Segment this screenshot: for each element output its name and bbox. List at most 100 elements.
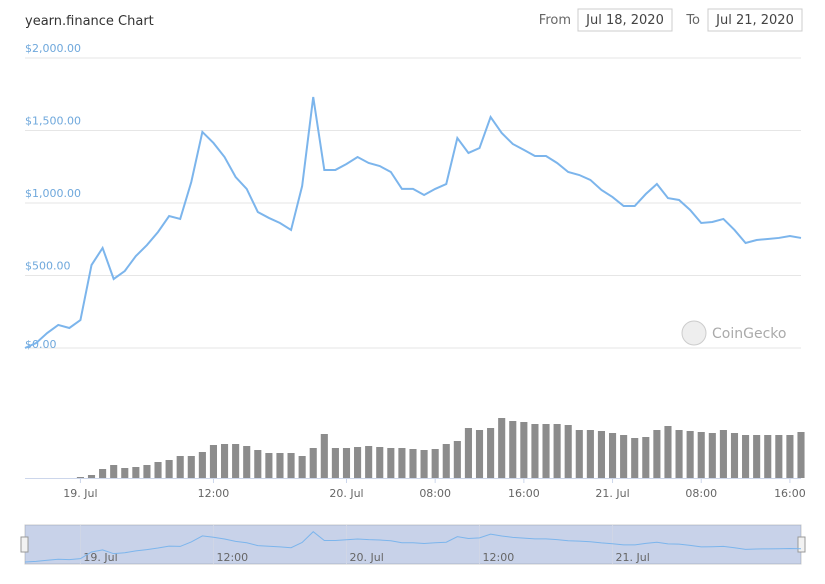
chart-title: yearn.finance Chart <box>25 14 154 29</box>
volume-bar <box>575 430 583 478</box>
y-tick-label: $1,000.00 <box>25 187 81 200</box>
volume-bar <box>753 435 761 478</box>
volume-bar <box>143 465 151 478</box>
volume-bar <box>298 456 306 478</box>
volume-bar <box>597 431 606 478</box>
volume-bar <box>520 422 528 478</box>
y-tick-label: $2,000.00 <box>25 42 81 55</box>
volume-bar <box>498 418 506 478</box>
volume-bar <box>686 431 694 478</box>
navigator-tick-label: 12:00 <box>216 551 248 564</box>
volume-bar <box>165 460 173 478</box>
volume-bar <box>487 428 495 478</box>
y-tick-label: $1,500.00 <box>25 115 81 128</box>
volume-bar <box>320 434 328 478</box>
volume-bar <box>254 450 262 478</box>
volume-bar <box>542 424 550 478</box>
volume-bar <box>365 446 373 478</box>
volume-bar <box>420 450 428 478</box>
volume-bar <box>354 447 362 478</box>
navigator-tick-label: 21. Jul <box>616 551 650 564</box>
volume-bar <box>730 433 739 478</box>
volume-bar <box>220 444 229 478</box>
volume-bar <box>110 465 118 478</box>
price-line <box>24 96 802 349</box>
volume-bar <box>797 432 805 478</box>
from-date[interactable]: Jul 18, 2020 <box>585 13 664 28</box>
volume-bar <box>431 449 439 478</box>
x-tick-label: 20. Jul <box>329 487 363 500</box>
x-tick-label: 08:00 <box>685 487 717 500</box>
volume-bar <box>675 430 683 478</box>
to-date[interactable]: Jul 21, 2020 <box>715 13 794 28</box>
volume-bar <box>287 453 295 478</box>
x-tick-label: 21. Jul <box>595 487 629 500</box>
x-tick-label: 12:00 <box>198 487 230 500</box>
navigator-tick-label: 20. Jul <box>349 551 383 564</box>
x-tick-label: 16:00 <box>774 487 806 500</box>
volume-bar <box>442 444 450 478</box>
volume-bar <box>376 447 384 478</box>
navigator-handle[interactable] <box>797 536 806 553</box>
volume-bar <box>76 477 84 478</box>
volume-bar <box>198 452 206 478</box>
watermark-text: CoinGecko <box>712 326 786 342</box>
volume-bar <box>697 432 705 478</box>
volume-bar <box>475 430 484 478</box>
volume-bar <box>719 430 727 478</box>
navigator-line <box>24 531 802 563</box>
volume-bar <box>132 467 140 478</box>
volume-bar <box>742 435 750 478</box>
volume-bar <box>464 428 472 478</box>
volume-bar <box>232 444 240 478</box>
volume-bar <box>453 441 461 478</box>
volume-bar <box>642 437 650 478</box>
volume-bar <box>664 426 672 478</box>
navigator-tick-label: 12:00 <box>483 551 515 564</box>
volume-bar <box>154 462 162 478</box>
to-label: To <box>685 13 700 28</box>
volume-bar <box>509 421 517 478</box>
volume-bar <box>209 445 218 478</box>
volume-bar <box>564 425 572 478</box>
volume-bar <box>620 435 628 478</box>
volume-bar <box>243 446 251 478</box>
x-tick-label: 19. Jul <box>63 487 97 500</box>
navigator-tick-label: 19. Jul <box>83 551 117 564</box>
volume-bar <box>187 456 195 478</box>
volume-bar <box>531 424 539 478</box>
from-label: From <box>539 13 571 28</box>
volume-bar <box>786 435 794 478</box>
volume-bar <box>342 448 351 478</box>
y-tick-label: $0.00 <box>25 338 57 351</box>
x-tick-label: 16:00 <box>508 487 540 500</box>
volume-bar <box>586 430 594 478</box>
volume-bar <box>608 433 617 478</box>
volume-bar <box>398 448 406 478</box>
volume-bar <box>276 453 284 478</box>
volume-bar <box>265 453 273 478</box>
to-input[interactable] <box>707 8 803 32</box>
volume-bar <box>631 438 639 478</box>
volume-bar <box>653 430 661 478</box>
volume-bar <box>553 424 561 478</box>
from-input[interactable] <box>577 8 673 32</box>
volume-bar <box>409 449 417 478</box>
volume-bar <box>387 448 395 478</box>
y-tick-label: $500.00 <box>25 260 71 273</box>
volume-bar <box>87 475 96 478</box>
volume-bar <box>99 469 107 478</box>
volume-bar <box>121 468 129 478</box>
volume-bar <box>309 448 317 478</box>
navigator-handle[interactable] <box>20 536 29 553</box>
watermark: CoinGecko <box>681 320 786 346</box>
volume-bar <box>708 433 716 478</box>
x-tick-label: 08:00 <box>419 487 451 500</box>
watermark-logo <box>681 320 707 346</box>
navigator-selection[interactable] <box>25 525 801 564</box>
volume-bar <box>331 448 339 478</box>
volume-bar <box>176 456 184 478</box>
volume-bar <box>764 435 772 478</box>
